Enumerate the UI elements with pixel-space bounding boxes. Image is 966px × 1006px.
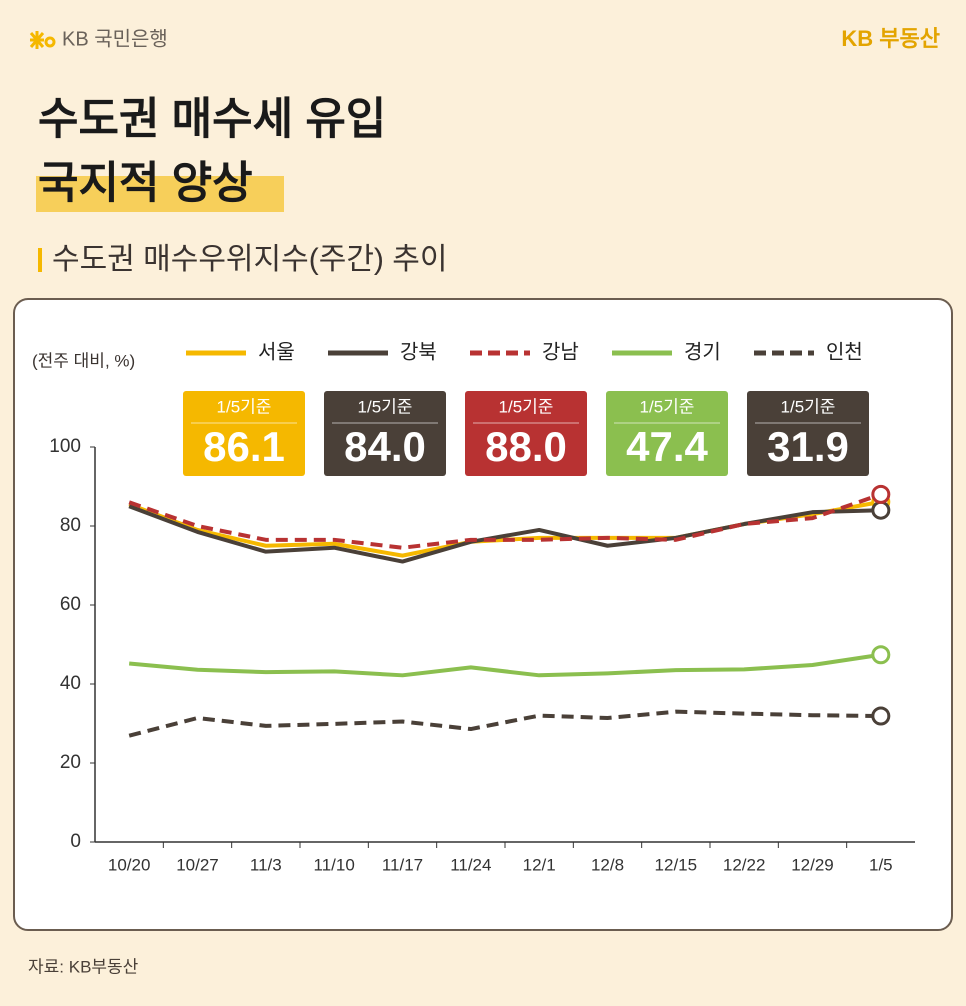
x-tick-label: 11/17	[382, 855, 423, 874]
legend-label: 강북	[400, 340, 437, 363]
legend-label: 인천	[826, 340, 863, 363]
y-tick-label: 0	[70, 831, 81, 852]
end-marker	[871, 645, 891, 665]
badge-value: 88.0	[485, 423, 567, 470]
end-marker	[871, 500, 891, 520]
y-tick-label: 40	[60, 673, 81, 694]
legend-label: 강남	[542, 340, 579, 363]
badge-label: 1/5기준	[640, 397, 695, 416]
x-tick-label: 11/3	[250, 855, 282, 874]
value-badge	[465, 391, 587, 476]
kb-logo-icon	[29, 31, 56, 49]
source: 자료: KB부동산	[28, 957, 139, 976]
x-tick-label: 12/1	[523, 855, 556, 874]
x-tick-label: 1/5	[869, 855, 893, 874]
end-marker	[871, 706, 891, 726]
x-tick-label: 12/15	[655, 855, 698, 874]
unit-label: (전주 대비, %)	[32, 351, 135, 370]
badge-value: 47.4	[626, 423, 708, 470]
badge-label: 1/5기준	[781, 397, 836, 416]
subtitle-bar	[38, 248, 42, 272]
title-highlight	[36, 176, 284, 212]
badge-value: 84.0	[344, 423, 426, 470]
y-tick-label: 80	[60, 515, 81, 536]
y-tick-label: 100	[49, 436, 81, 457]
x-tick-label: 12/29	[791, 855, 834, 874]
x-tick-label: 12/8	[591, 855, 624, 874]
badge-label: 1/5기준	[358, 397, 413, 416]
badge-value: 31.9	[767, 423, 849, 470]
subtitle: 수도권 매수우위지수(주간) 추이	[52, 243, 447, 276]
chart: 0 20 40 60 80 100 10/20 10/27 11/3 11/10 11/17 11/2…	[49, 340, 915, 874]
series-line	[128, 709, 881, 738]
badge-value: 86.1	[203, 423, 285, 470]
badge-label: 1/5기준	[499, 397, 554, 416]
series-line	[128, 652, 882, 678]
value-badge	[747, 391, 869, 476]
badge-label: 1/5기준	[217, 397, 272, 416]
value-badge	[183, 391, 305, 476]
value-badge	[606, 391, 728, 476]
bank-name: KB 국민은행	[62, 27, 168, 50]
x-tick-label: 12/22	[723, 855, 766, 874]
legend-label: 서울	[258, 340, 295, 363]
brand-name: KB 부동산	[841, 26, 940, 51]
legend-label: 경기	[684, 340, 721, 363]
y-tick-label: 60	[60, 594, 81, 615]
title-line: 수도권 매수세 유입	[38, 95, 386, 144]
end-marker	[871, 484, 891, 504]
x-tick-label: 10/27	[176, 855, 219, 874]
x-tick-label: 10/20	[108, 855, 151, 874]
x-tick-label: 11/10	[314, 855, 355, 874]
value-badge	[324, 391, 446, 476]
y-tick-label: 20	[60, 752, 81, 773]
title-line: 국지적 양상	[38, 159, 253, 208]
x-tick-label: 11/24	[450, 855, 491, 874]
series-line	[128, 492, 882, 550]
